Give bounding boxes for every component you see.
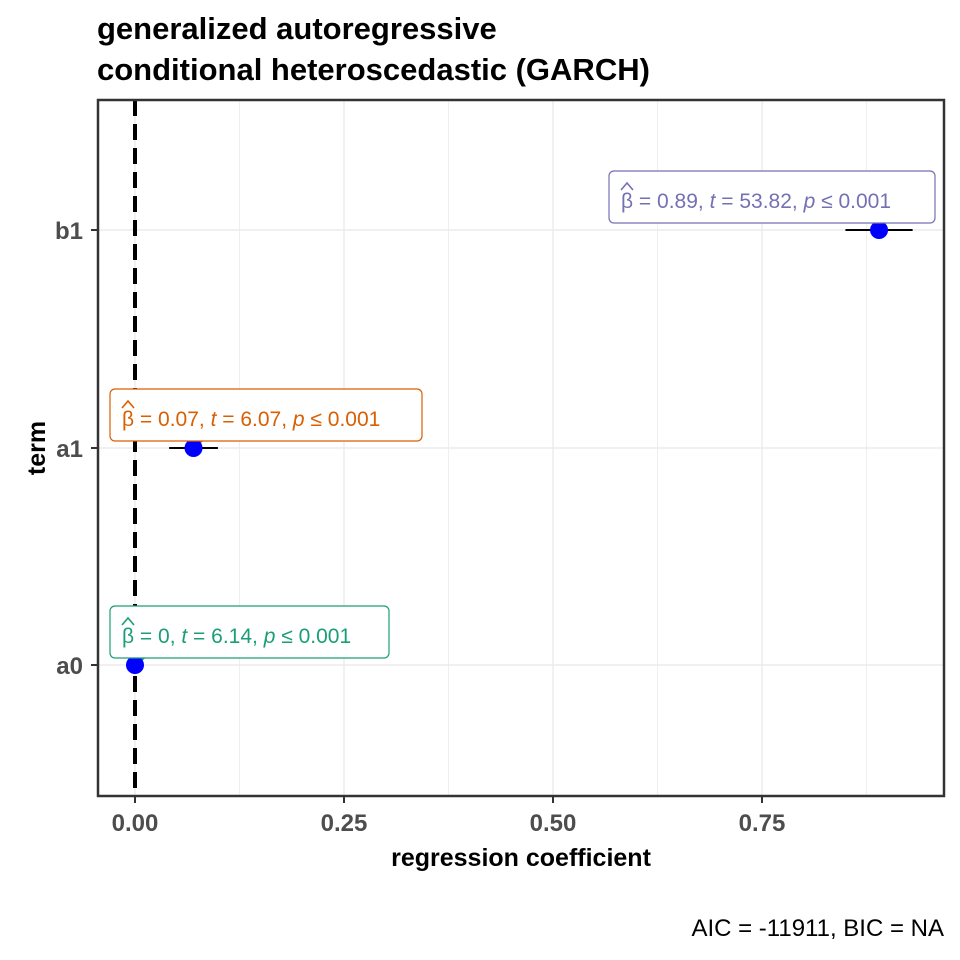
chart-title: generalized autoregressive conditional h…	[97, 11, 650, 87]
beta-hat-a1	[121, 399, 135, 409]
label-a1: β = 0.07, t = 6.07, p ≤ 0.001	[109, 388, 423, 442]
point-labels: β = 0, t = 6.14, p ≤ 0.001 β = 0.07, t = …	[109, 170, 936, 659]
beta-hat-b1	[620, 181, 634, 191]
point-a1	[184, 439, 203, 457]
point-a0	[126, 656, 144, 674]
x-tick-label-1: 0.25	[321, 810, 368, 837]
label-b1: β = 0.89, t = 53.82, p ≤ 0.001	[608, 170, 936, 224]
model-fit-caption: AIC = -11911, BIC = NA	[691, 915, 944, 942]
y-tick-label-a1: a1	[56, 436, 83, 463]
label-box-a0	[109, 605, 390, 659]
x-axis-title: regression coefficient	[391, 844, 651, 872]
x-tick-label-2: 0.50	[530, 810, 577, 837]
x-axis-ticks: 0.00 0.25 0.50 0.75	[112, 796, 786, 837]
point-b1	[870, 221, 889, 239]
x-tick-label-3: 0.75	[739, 810, 786, 837]
y-axis-ticks: a0 a1 b1	[55, 218, 98, 680]
label-text-b1: β = 0.89, t = 53.82, p ≤ 0.001	[621, 190, 891, 213]
label-text-a0: β = 0, t = 6.14, p ≤ 0.001	[122, 625, 351, 648]
label-box-b1	[608, 170, 936, 224]
chart-title-line-1: generalized autoregressive	[97, 11, 497, 46]
beta-hat-a0	[121, 616, 135, 626]
label-box-a1	[109, 388, 423, 442]
label-text-a1: β = 0.07, t = 6.07, p ≤ 0.001	[122, 408, 380, 431]
chart-title-line-2: conditional heteroscedastic (GARCH)	[97, 52, 650, 87]
y-axis-title: term	[23, 421, 51, 475]
y-tick-label-a0: a0	[56, 653, 83, 680]
grid-lines	[98, 100, 944, 796]
y-tick-label-b1: b1	[55, 218, 83, 245]
x-tick-label-0: 0.00	[112, 810, 159, 837]
label-a0: β = 0, t = 6.14, p ≤ 0.001	[109, 605, 390, 659]
